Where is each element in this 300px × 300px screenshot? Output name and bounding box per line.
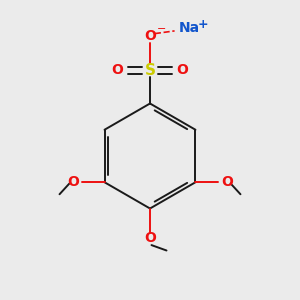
Text: O: O — [221, 175, 233, 189]
Text: O: O — [144, 232, 156, 245]
Text: O: O — [144, 29, 156, 43]
Text: −: − — [157, 24, 166, 34]
Text: O: O — [176, 64, 188, 77]
Text: Na: Na — [178, 22, 200, 35]
Text: O: O — [67, 175, 79, 189]
Text: O: O — [112, 64, 124, 77]
Text: +: + — [197, 18, 208, 31]
Text: S: S — [145, 63, 155, 78]
